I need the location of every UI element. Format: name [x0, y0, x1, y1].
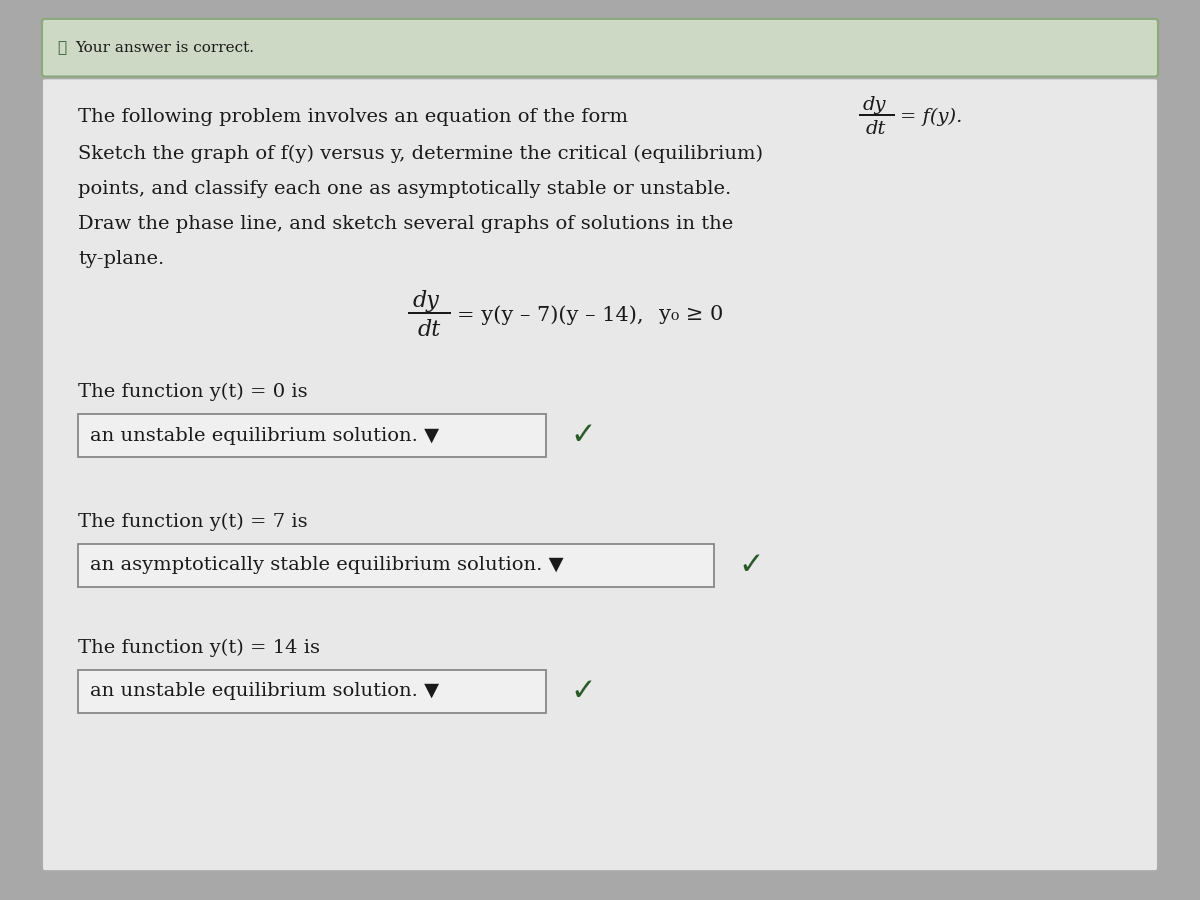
Text: ✓: ✓ [738, 551, 763, 580]
Text: dt: dt [865, 120, 886, 138]
Text: The function y(t) = 0 is: The function y(t) = 0 is [78, 382, 307, 400]
Text: Draw the phase line, and sketch several graphs of solutions in the: Draw the phase line, and sketch several … [78, 215, 733, 233]
Text: = y(y – 7)(y – 14),: = y(y – 7)(y – 14), [457, 305, 643, 325]
Text: dy: dy [863, 96, 887, 114]
Text: an asymptotically stable equilibrium solution. ▼: an asymptotically stable equilibrium sol… [90, 556, 564, 574]
Text: ty-plane.: ty-plane. [78, 250, 164, 268]
Text: ✓: ✓ [570, 421, 595, 450]
Text: an unstable equilibrium solution. ▼: an unstable equilibrium solution. ▼ [90, 682, 439, 700]
Text: The function y(t) = 14 is: The function y(t) = 14 is [78, 639, 320, 657]
Text: Sketch the graph of f(y) versus y, determine the critical (equilibrium): Sketch the graph of f(y) versus y, deter… [78, 145, 763, 163]
Text: an unstable equilibrium solution. ▼: an unstable equilibrium solution. ▼ [90, 427, 439, 445]
Text: The following problem involves an equation of the form: The following problem involves an equati… [78, 108, 628, 126]
Text: dy: dy [413, 290, 439, 311]
Text: The function y(t) = 7 is: The function y(t) = 7 is [78, 513, 307, 531]
Text: = f(y).: = f(y). [900, 108, 962, 126]
Text: ✓: ✓ [58, 41, 67, 55]
Text: points, and classify each one as asymptotically stable or unstable.: points, and classify each one as asympto… [78, 180, 731, 198]
Text: ✓: ✓ [570, 677, 595, 706]
Text: y₀ ≥ 0: y₀ ≥ 0 [659, 305, 724, 325]
Text: dt: dt [418, 320, 440, 341]
Text: Your answer is correct.: Your answer is correct. [76, 41, 254, 55]
